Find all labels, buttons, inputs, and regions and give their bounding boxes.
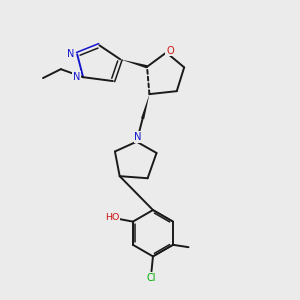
Text: N: N [134,132,142,142]
Polygon shape [120,59,148,68]
Text: Cl: Cl [147,273,156,283]
Text: HO: HO [105,213,119,222]
Text: N: N [67,49,74,59]
Polygon shape [141,94,149,119]
Text: O: O [166,46,174,56]
Text: N: N [73,72,80,82]
